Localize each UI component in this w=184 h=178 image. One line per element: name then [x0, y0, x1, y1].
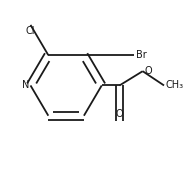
Text: N: N — [22, 80, 30, 90]
Text: CH₃: CH₃ — [165, 80, 184, 90]
Text: O: O — [116, 109, 123, 119]
Text: O: O — [144, 66, 152, 76]
Text: Cl: Cl — [26, 26, 35, 36]
Text: Br: Br — [136, 50, 146, 60]
